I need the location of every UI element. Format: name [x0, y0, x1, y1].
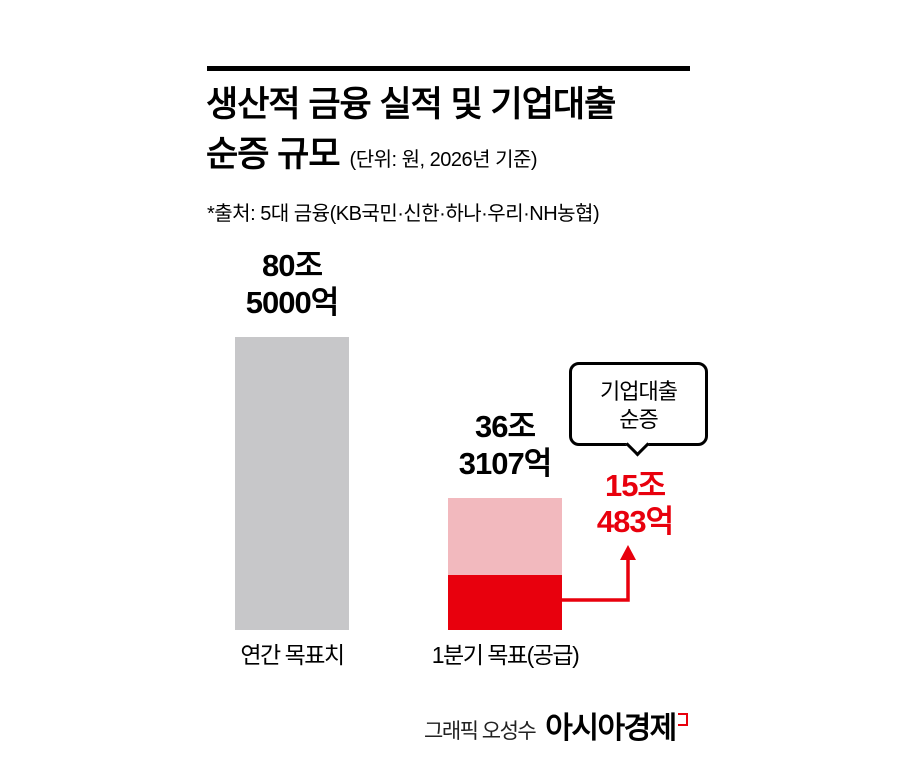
- annual-bar: [235, 337, 349, 630]
- chart-title: 생산적 금융 실적 및 기업대출 순증 규모 (단위: 원, 2026년 기준): [206, 80, 616, 185]
- annual-category-label: 연간 목표치: [240, 642, 345, 668]
- highlight-arrow-icon: [562, 545, 636, 602]
- q1-bar: [448, 498, 562, 630]
- q1-value-label: 36조 3107억: [448, 408, 562, 482]
- q1-highlight-segment: [448, 575, 562, 630]
- q1-category-label: 1분기 목표(공급): [431, 642, 580, 668]
- callout-line2: 순증: [619, 407, 658, 432]
- highlight-value-line1: 15조: [604, 468, 666, 503]
- annual-value-line2: 5000억: [245, 285, 339, 320]
- logo-mark-icon: [677, 713, 688, 726]
- footer: 그래픽 오성수 아시아경제: [424, 703, 688, 747]
- title-rule: [207, 66, 690, 71]
- title-line2: 순증 규모: [206, 135, 341, 174]
- callout-line1: 기업대출: [600, 379, 678, 404]
- source-note: *출처: 5대 금융(KB국민·신한·하나·우리·NH농협): [207, 203, 600, 225]
- callout-tail: [624, 432, 650, 457]
- logo-text: 아시아경제: [545, 712, 677, 745]
- highlight-value-line2: 483억: [596, 504, 674, 539]
- q1-value-line1: 36조: [474, 409, 536, 444]
- annual-value-label: 80조 5000억: [235, 247, 349, 321]
- annual-value-line1: 80조: [261, 248, 323, 283]
- callout-bubble: 기업대출 순증: [569, 362, 708, 457]
- q1-value-line2: 3107억: [458, 446, 552, 481]
- unit-note: (단위: 원, 2026년 기준): [349, 149, 538, 171]
- highlight-value: 15조 483억: [577, 468, 693, 540]
- title-line1: 생산적 금융 실적 및 기업대출: [206, 85, 616, 124]
- credit-text: 그래픽 오성수: [424, 720, 537, 743]
